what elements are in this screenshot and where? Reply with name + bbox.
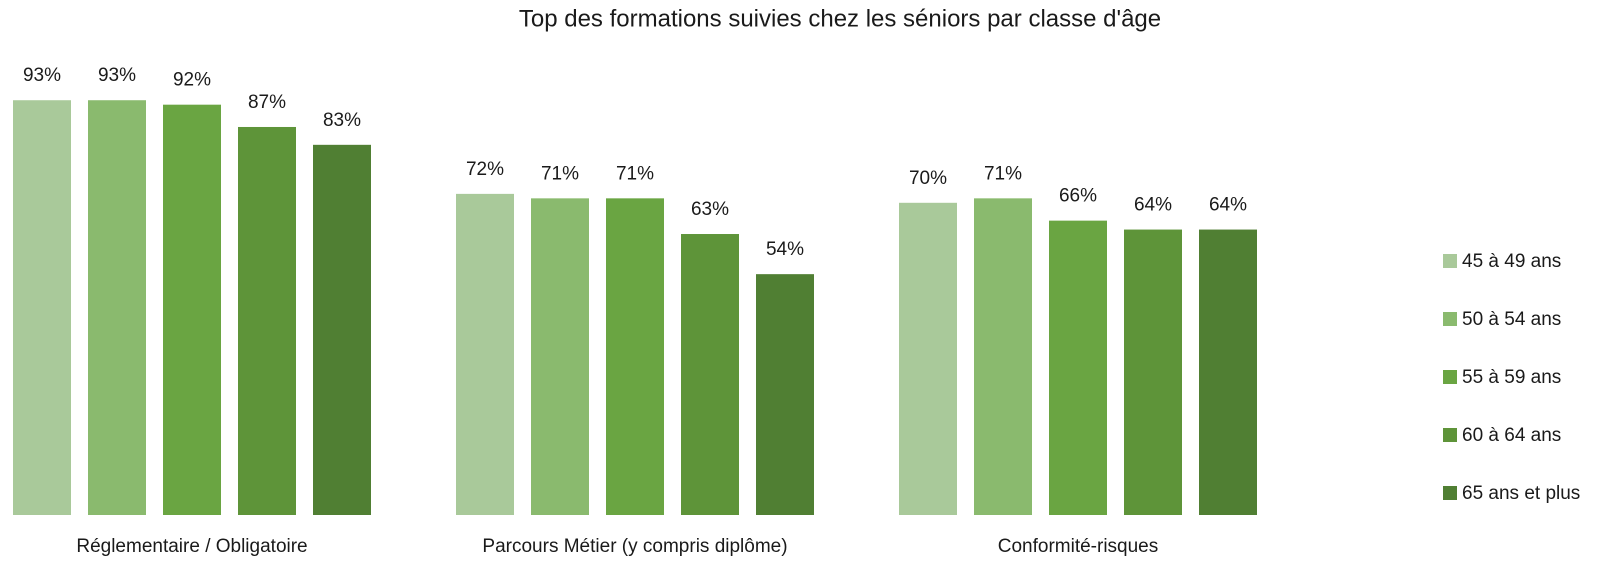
legend-swatch	[1443, 428, 1457, 442]
data-label: 70%	[909, 168, 947, 189]
legend-label: 55 à 59 ans	[1462, 367, 1561, 388]
legend-label: 45 à 49 ans	[1462, 251, 1561, 272]
data-label: 64%	[1134, 195, 1172, 216]
data-label: 54%	[766, 239, 804, 260]
bar	[974, 198, 1032, 515]
legend-label: 65 ans et plus	[1462, 483, 1580, 504]
data-label: 93%	[23, 65, 61, 86]
data-label: 87%	[248, 92, 286, 113]
bar	[756, 274, 814, 515]
bar	[899, 202, 957, 516]
bar	[88, 100, 146, 515]
legend-label: 50 à 54 ans	[1462, 309, 1561, 330]
bar	[606, 198, 664, 515]
data-label: 63%	[691, 199, 729, 220]
data-label: 72%	[466, 159, 504, 180]
bar	[531, 198, 589, 515]
data-label: 71%	[541, 163, 579, 184]
x-tick-label: Conformité-risques	[998, 536, 1159, 557]
bar	[681, 234, 739, 515]
data-label: 66%	[1059, 186, 1097, 207]
bar	[238, 126, 296, 515]
bar	[313, 144, 371, 515]
x-tick-label: Parcours Métier (y compris diplôme)	[482, 536, 787, 557]
legend-swatch	[1443, 370, 1457, 384]
bar	[1124, 229, 1182, 515]
legend-label: 60 à 64 ans	[1462, 425, 1561, 446]
legend-swatch	[1443, 486, 1457, 500]
data-label: 92%	[173, 70, 211, 91]
x-tick-label: Réglementaire / Obligatoire	[76, 536, 307, 557]
legend-swatch	[1443, 312, 1457, 326]
data-label: 83%	[323, 110, 361, 131]
bar	[1049, 220, 1107, 515]
bar	[163, 104, 221, 516]
bar	[456, 193, 514, 515]
data-label: 71%	[616, 163, 654, 184]
data-label: 64%	[1209, 195, 1247, 216]
bar	[13, 100, 71, 515]
chart-title: Top des formations suivies chez les séni…	[519, 5, 1161, 32]
bar	[1199, 229, 1257, 515]
legend-swatch	[1443, 254, 1457, 268]
data-label: 71%	[984, 163, 1022, 184]
data-label: 93%	[98, 65, 136, 86]
